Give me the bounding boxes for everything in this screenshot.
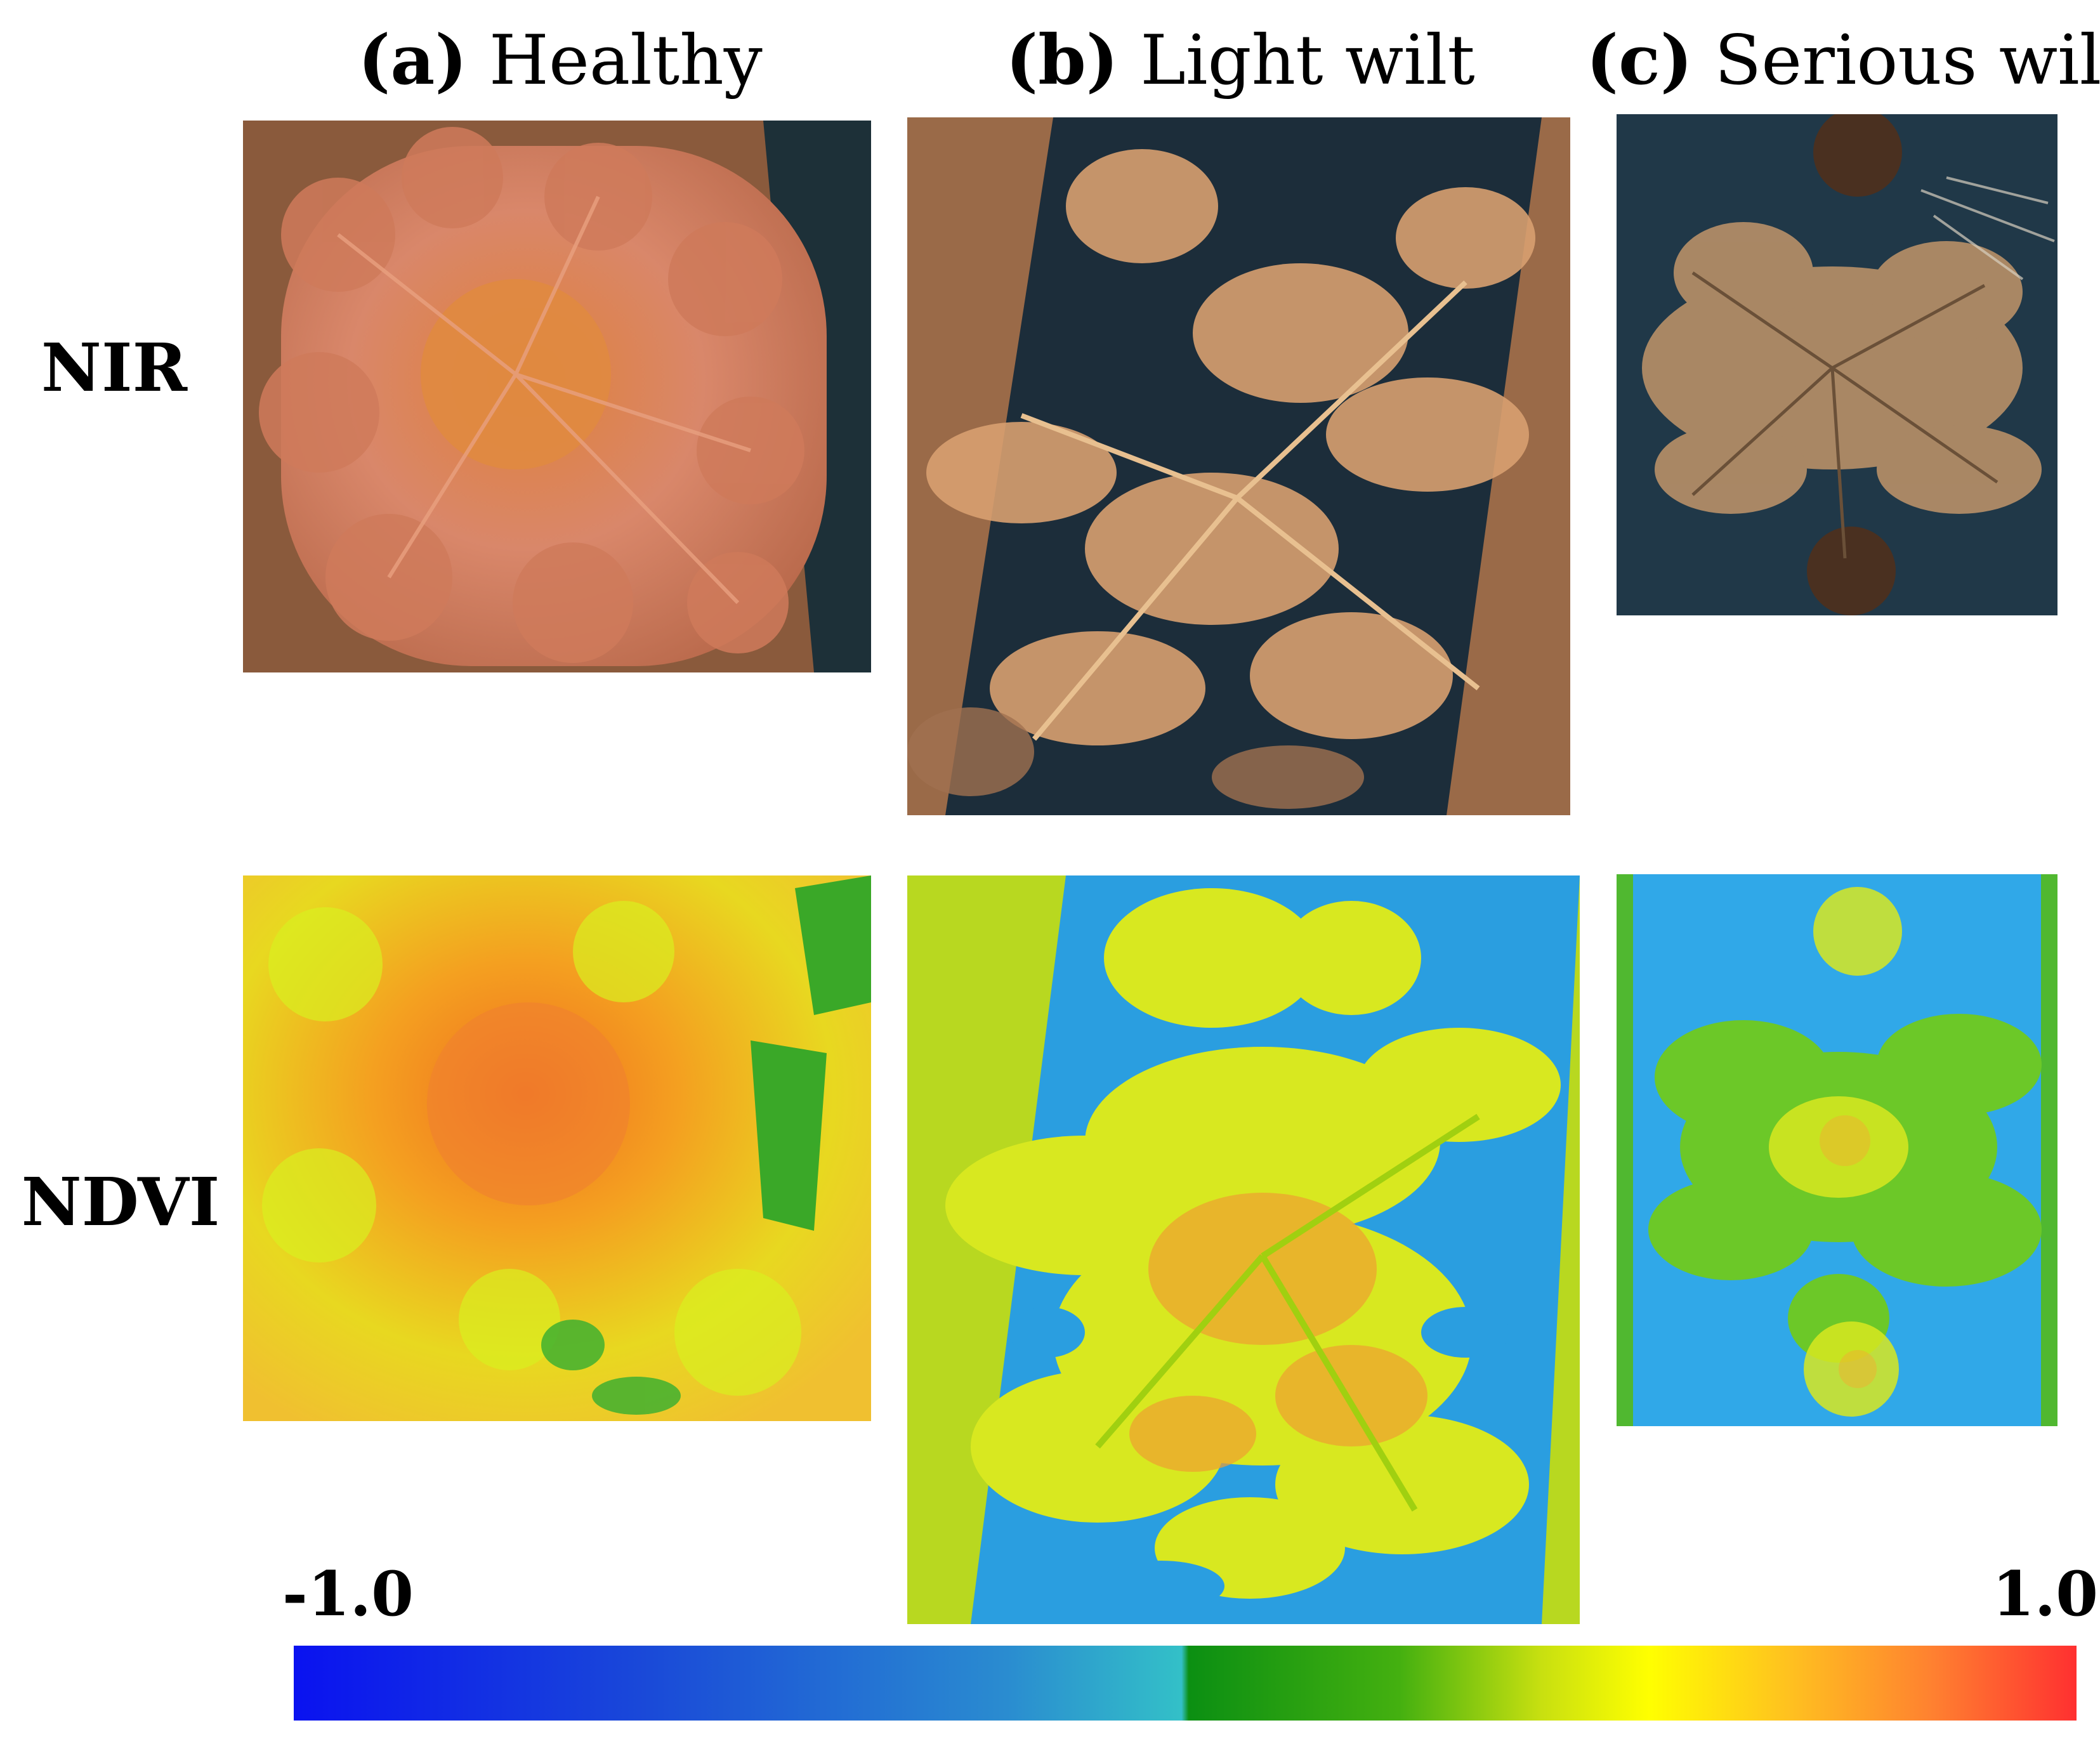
column-tag: (b) bbox=[1006, 20, 1119, 100]
ndvi-image-serious-wilt bbox=[1617, 874, 2057, 1426]
column-label: Healthy bbox=[489, 21, 763, 100]
ndvi-image-healthy bbox=[243, 875, 871, 1421]
column-header-light-wilt: (b) Light wilt bbox=[907, 13, 1573, 108]
column-label: Serious wilt bbox=[1714, 21, 2100, 100]
colorbar-min-label: -1.0 bbox=[282, 1558, 414, 1630]
row-label-ndvi: NDVI bbox=[21, 1163, 220, 1241]
column-label: Light wilt bbox=[1140, 21, 1475, 100]
row-label-nir: NIR bbox=[41, 329, 188, 407]
column-tag: (a) bbox=[358, 20, 468, 100]
ndvi-colorbar bbox=[294, 1646, 2077, 1721]
nir-image-serious-wilt bbox=[1617, 114, 2057, 615]
column-header-serious-wilt: (c) Serious wilt bbox=[1586, 13, 2100, 108]
ndvi-image-light-wilt bbox=[907, 875, 1580, 1624]
colorbar-max-label: 1.0 bbox=[1992, 1558, 2099, 1630]
column-tag: (c) bbox=[1586, 20, 1693, 100]
nir-image-light-wilt bbox=[907, 117, 1570, 815]
nir-image-healthy bbox=[243, 121, 871, 672]
column-header-healthy: (a) Healthy bbox=[243, 13, 877, 108]
